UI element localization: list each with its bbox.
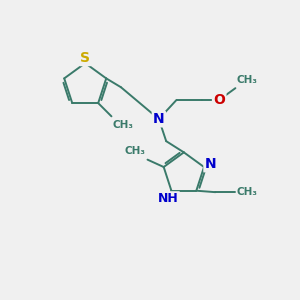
Text: S: S bbox=[80, 51, 90, 65]
Text: N: N bbox=[153, 112, 165, 126]
Text: O: O bbox=[213, 93, 225, 107]
Text: CH₃: CH₃ bbox=[124, 146, 145, 156]
Text: CH₃: CH₃ bbox=[237, 75, 258, 85]
Text: CH₃: CH₃ bbox=[237, 187, 258, 197]
Text: NH: NH bbox=[158, 193, 179, 206]
Text: N: N bbox=[205, 157, 216, 171]
Text: CH₃: CH₃ bbox=[113, 120, 134, 130]
